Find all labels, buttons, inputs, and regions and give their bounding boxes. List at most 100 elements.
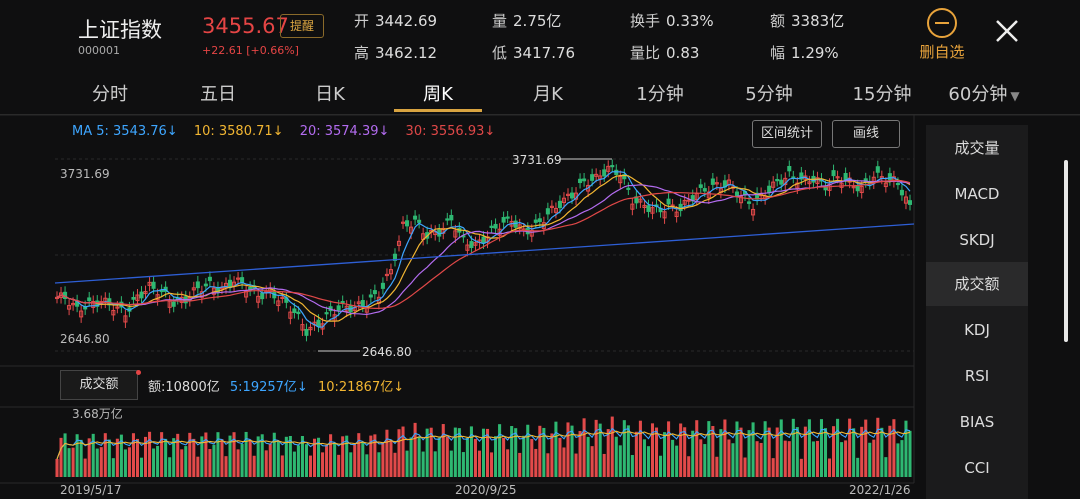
tab-1min[interactable]: 1分钟 (636, 84, 684, 105)
tab-daily-k[interactable]: 日K (315, 84, 345, 105)
volume-bar (288, 435, 292, 477)
volume-bar (349, 452, 353, 477)
candle-body (875, 166, 880, 173)
volume-bar (79, 439, 83, 477)
candle-body (899, 189, 904, 196)
candle-body (151, 281, 156, 289)
candle-body (594, 173, 599, 177)
candle-body (799, 172, 804, 180)
tab-60min[interactable]: 60分钟 ▼ (948, 84, 1020, 105)
volume-bar (180, 449, 184, 477)
indicator-scrollbar[interactable] (1064, 160, 1068, 342)
volume-bar (204, 432, 208, 477)
candle-body (308, 326, 313, 331)
volume-bar (393, 452, 397, 477)
candle-body (674, 211, 679, 218)
stat-low: 低 3417.76 (492, 44, 576, 62)
volume-bar (876, 417, 880, 477)
tab-monthly-k[interactable]: 月K (533, 84, 563, 105)
indicator-bias[interactable]: BIAS (959, 413, 995, 431)
tab-intraday[interactable]: 分时 (92, 84, 128, 105)
candle-body (553, 207, 558, 213)
volume-indicator-button[interactable]: 成交额 (60, 370, 138, 400)
candle-body (626, 187, 631, 190)
candle-body (159, 289, 164, 293)
volume-bar (208, 449, 212, 477)
candle-body (445, 218, 450, 221)
volume-bar (514, 428, 518, 477)
indicator-cci[interactable]: CCI (964, 459, 990, 477)
indicator-panel: 成交量 MACD SKDJ 成交额 KDJ RSI BIAS CCI (926, 125, 1028, 499)
volume-bar (341, 436, 345, 477)
volume-bar (296, 445, 300, 477)
range-stats-button[interactable]: 区间统计 (752, 120, 822, 148)
stat-high: 高 3462.12 (354, 44, 438, 62)
tab-weekly-k[interactable]: 周K (423, 84, 453, 105)
indicator-amount[interactable]: 成交额 (926, 262, 1028, 306)
volume-bar (582, 418, 586, 477)
volume-bar (308, 455, 313, 477)
indicator-macd[interactable]: MACD (954, 185, 1000, 203)
close-icon[interactable] (990, 14, 1024, 48)
candle-body (767, 185, 772, 193)
volume-bar (626, 425, 630, 477)
volume-bar (304, 444, 308, 477)
volume-bar (872, 439, 876, 477)
candle-body (280, 296, 285, 299)
indicator-rsi[interactable]: RSI (964, 367, 990, 385)
indicator-kdj[interactable]: KDJ (964, 321, 990, 339)
volume-bar (160, 432, 164, 477)
tab-15min[interactable]: 15分钟 (852, 84, 912, 105)
volume-bar (823, 428, 828, 477)
kline-chart[interactable]: 3731.69 2646.80 3731.69 2646.80 3.68万亿 2… (0, 115, 1080, 499)
volume-bar (791, 418, 795, 477)
volume-bar (614, 436, 618, 477)
volume-bar (429, 427, 433, 477)
candle-body (602, 169, 607, 177)
volume-bar (819, 419, 824, 477)
candle-body (227, 279, 233, 287)
volume-amount: 额:10800亿 (148, 380, 220, 395)
volume-bar (908, 430, 912, 477)
volume-bar (353, 444, 357, 477)
candle-body (316, 319, 321, 327)
candle-body (292, 308, 297, 314)
candle-body (54, 296, 60, 300)
volume-bar (864, 419, 868, 477)
candlesticks (54, 159, 913, 342)
remove-watchlist-button[interactable]: 删自选 (914, 8, 970, 62)
candle-body (887, 173, 892, 181)
period-tabs: 分时 五日 日K 周K 月K 1分钟 5分钟 15分钟 60分钟 ▼ (60, 72, 1040, 114)
volume-bar (417, 436, 421, 477)
candle-body (336, 305, 341, 311)
remind-button[interactable]: 提醒 (280, 14, 324, 38)
tab-five-day[interactable]: 五日 (200, 84, 236, 105)
candle-body (815, 177, 820, 184)
volume-bar (646, 446, 650, 477)
volume-bar (184, 446, 188, 477)
indicator-skdj[interactable]: SKDJ (959, 231, 995, 249)
volume-bar (465, 437, 469, 477)
tab-5min[interactable]: 5分钟 (745, 84, 793, 105)
candle-body (372, 290, 377, 295)
indicator-volume[interactable]: 成交量 (954, 139, 1000, 157)
ma-line (56, 179, 911, 309)
volume-bar (127, 447, 131, 477)
date-label-end: 2022/1/26 (849, 483, 911, 497)
volume-bar (449, 450, 453, 477)
volume-bar (534, 448, 538, 477)
volume-bar (703, 444, 707, 477)
draw-line-button[interactable]: 画线 (832, 120, 900, 148)
candle-body (747, 201, 752, 204)
volume-bar (763, 421, 767, 477)
volume-bar (107, 439, 111, 477)
candle-body (895, 182, 900, 186)
volume-bar (461, 452, 465, 477)
candle-body (859, 186, 864, 194)
volume-bar (550, 433, 554, 477)
volume-max-label: 3.68万亿 (72, 406, 123, 421)
volume-bar (139, 457, 144, 477)
volume-bar (469, 426, 473, 477)
volume-bar (220, 439, 224, 477)
volume-bar (365, 454, 369, 477)
